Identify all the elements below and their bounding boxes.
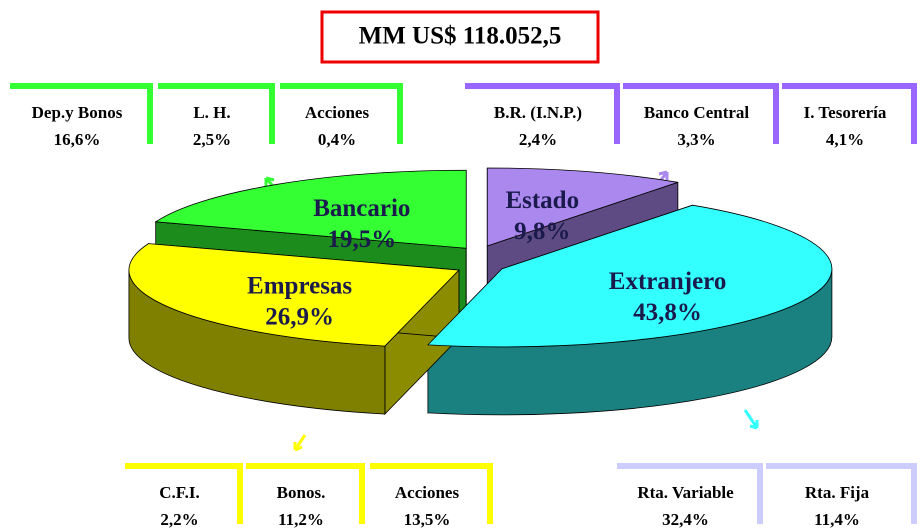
title-box	[320, 10, 600, 64]
arrow	[743, 409, 759, 430]
breakdown-label: Acciones	[305, 103, 370, 122]
breakdown-bracket	[280, 83, 403, 144]
breakdown-bracket	[617, 463, 763, 524]
breakdown-bracket	[782, 83, 917, 144]
breakdown-label: L. H.	[193, 103, 230, 122]
breakdown-value: 32,4%	[662, 510, 709, 529]
breakdown-value: 11,4%	[814, 510, 860, 529]
pie-tops	[128, 167, 833, 348]
slice-label: Estado	[505, 187, 579, 214]
breakdown-label: Acciones	[395, 483, 460, 502]
breakdown-bracket	[246, 463, 365, 524]
breakdown-value: 3,3%	[677, 130, 715, 149]
breakdown-value: 13,5%	[404, 510, 451, 529]
slice-value-label: 43,8%	[633, 299, 702, 326]
breakdown-value: 2,4%	[519, 130, 557, 149]
breakdown-value: 0,4%	[318, 130, 356, 149]
breakdown-label: Rta. Fija	[805, 483, 870, 502]
pie-slice	[128, 243, 460, 347]
slice-value-label: 26,9%	[265, 303, 334, 330]
breakdown-value: 4,1%	[826, 130, 864, 149]
breakdown-value: 11,2%	[278, 510, 324, 529]
slice-value-label: 9,8%	[514, 218, 570, 245]
breakdown-bracket	[158, 83, 275, 144]
breakdown-label: Bonos.	[277, 483, 326, 502]
chart-title: MM US$ 118.052,5	[359, 23, 562, 50]
breakdown-bracket	[10, 83, 153, 144]
pie-slice	[486, 167, 678, 247]
breakdown-label: Banco Central	[644, 103, 750, 122]
breakdown-bracket	[370, 463, 493, 524]
slice-label: Empresas	[247, 272, 352, 299]
breakdown-value: 16,6%	[54, 130, 101, 149]
breakdown-label: B.R. (I.N.P.)	[494, 103, 582, 122]
slice-value-label: 19,5%	[327, 226, 396, 253]
pie-slice	[426, 204, 833, 348]
slice-label: Bancario	[313, 195, 410, 222]
arrow	[293, 434, 307, 452]
breakdown-label: I. Tesorería	[804, 103, 887, 122]
breakdown-value: 2,2%	[160, 510, 198, 529]
breakdown-bracket	[125, 463, 243, 524]
breakdown-bracket	[623, 83, 779, 144]
breakdown-value: 2,5%	[193, 130, 231, 149]
breakdown-bracket	[766, 463, 917, 524]
breakdown-bracket	[465, 83, 620, 144]
breakdown-label: Dep.y Bonos	[32, 103, 123, 122]
breakdown-label: Rta. Variable	[637, 483, 734, 502]
pie-slice	[154, 169, 467, 249]
breakdown-label: C.F.I.	[159, 483, 199, 502]
slice-label: Extranjero	[609, 268, 727, 295]
